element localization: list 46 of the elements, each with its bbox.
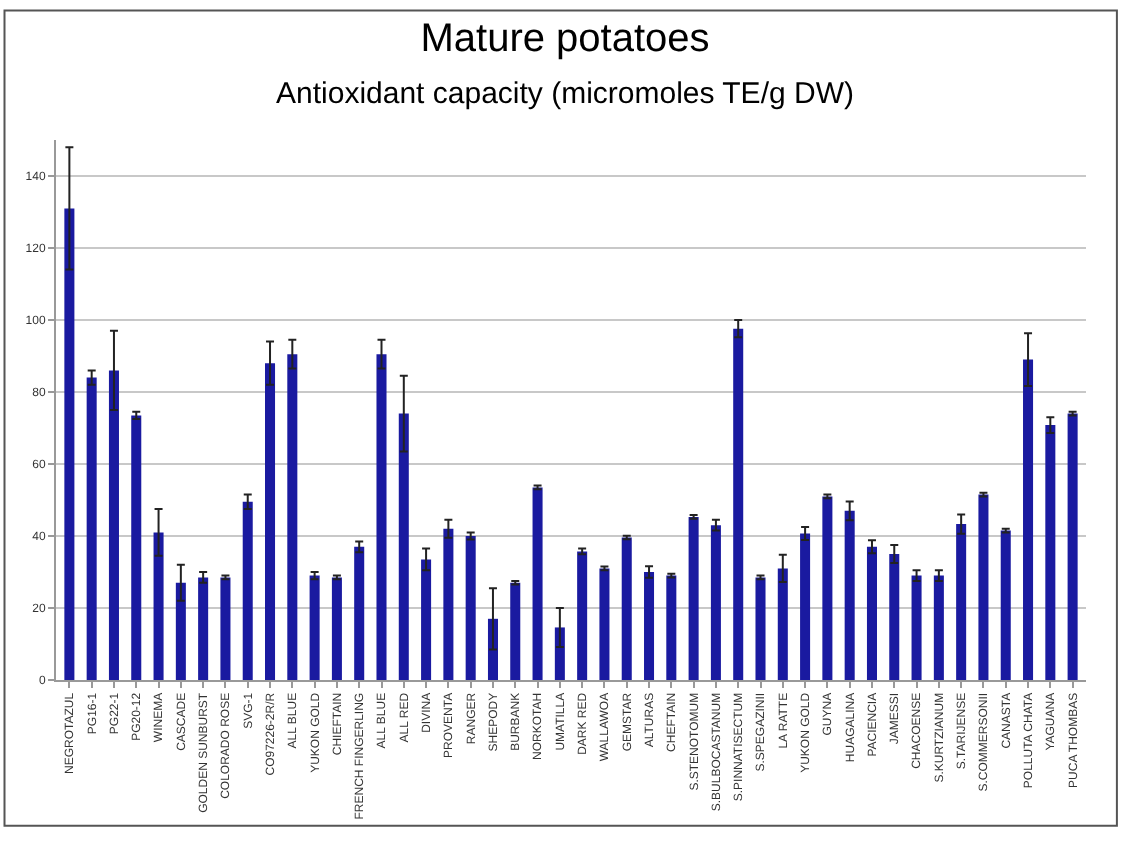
bar (198, 577, 209, 680)
bar (644, 572, 655, 680)
bar (131, 415, 142, 680)
bar (688, 516, 699, 680)
bar (532, 487, 543, 680)
bar (911, 575, 922, 680)
bar (733, 328, 744, 680)
bar (220, 577, 231, 680)
bar (599, 568, 610, 680)
bar (1023, 359, 1034, 680)
bar (889, 554, 900, 680)
bar (510, 582, 521, 680)
bar (844, 510, 855, 680)
bar (398, 413, 409, 680)
bar (822, 496, 833, 680)
bar (1045, 425, 1056, 680)
bar (777, 568, 788, 680)
bar (978, 494, 989, 680)
bar (465, 536, 476, 680)
bar (666, 575, 677, 680)
chart-subtitle: Antioxidant capacity (micromoles TE/g DW) (276, 76, 854, 111)
bar (108, 370, 119, 680)
bar (64, 208, 75, 680)
bar (265, 363, 276, 680)
bar (242, 501, 253, 680)
bar (800, 533, 811, 680)
bar (153, 532, 164, 680)
bar (1067, 413, 1078, 680)
bar (376, 354, 387, 680)
bar (309, 575, 320, 680)
bar (577, 551, 588, 680)
bar (175, 582, 186, 680)
bar (443, 528, 454, 680)
bar (86, 377, 97, 680)
bar (956, 524, 967, 680)
bar (354, 546, 365, 680)
bar (621, 537, 632, 680)
bar (421, 559, 432, 680)
chart-title: Mature potatoes (420, 16, 710, 61)
bar (755, 577, 766, 680)
bar (710, 525, 721, 680)
bar (331, 577, 342, 680)
bar (933, 575, 944, 680)
bar (866, 546, 877, 680)
bar (287, 354, 298, 680)
bar (1000, 530, 1011, 680)
